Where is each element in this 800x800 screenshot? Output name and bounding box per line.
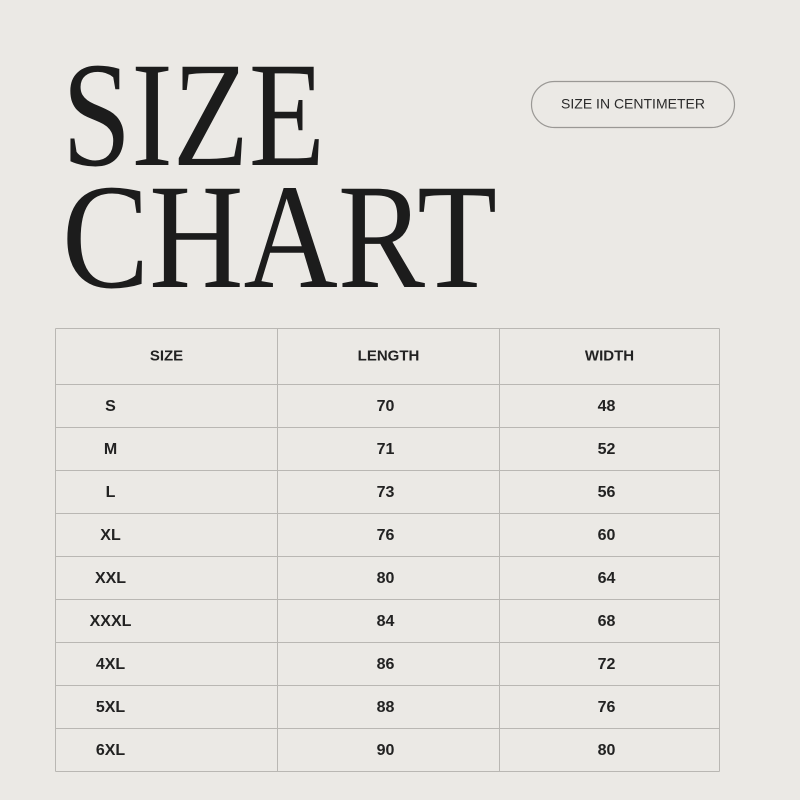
table-header-cell: LENGTH <box>358 347 420 364</box>
table-cell: 90 <box>377 742 395 759</box>
table-cell: 56 <box>598 484 616 501</box>
table-cell: 71 <box>377 441 395 458</box>
title-line: CHART <box>62 154 497 320</box>
table-cell: 72 <box>598 656 616 673</box>
table-cell: 86 <box>377 656 395 673</box>
table-cell: 4XL <box>96 656 126 673</box>
table-header-bg <box>55 328 720 385</box>
table-cell: L <box>106 484 116 501</box>
table-cell: 73 <box>377 484 395 501</box>
table-cell: XXXL <box>90 613 132 630</box>
table-cell: 76 <box>598 699 616 716</box>
table-cell: 64 <box>598 570 616 587</box>
table-cell: 52 <box>598 441 616 458</box>
table-cell: 88 <box>377 699 395 716</box>
table-header-cell: SIZE <box>150 347 183 364</box>
table-cell: 48 <box>598 398 616 415</box>
title-line: SIZE <box>62 32 325 198</box>
table-cell: 70 <box>377 398 395 415</box>
table: SIZE LENGTH WIDTH S 70 48 M 71 52 L 73 56 XL 76 60 XXL 8… <box>55 328 720 772</box>
table-cell: XL <box>100 527 121 544</box>
table-cell: 76 <box>377 527 395 544</box>
table-cell: 84 <box>377 613 395 630</box>
table-cell: XXL <box>95 570 126 587</box>
badge <box>530 80 736 129</box>
table-cell: S <box>105 398 116 415</box>
table-cell: M <box>104 441 117 458</box>
badge-text: SIZE IN CENTIMETER <box>561 96 705 112</box>
table-cell: 6XL <box>96 742 126 759</box>
table-cell: 80 <box>377 570 395 587</box>
table-cell: 60 <box>598 527 616 544</box>
table-header-cell: WIDTH <box>585 347 634 364</box>
table-cell: 68 <box>598 613 616 630</box>
table-cell: 5XL <box>96 699 126 716</box>
table-cell: 80 <box>598 742 616 759</box>
